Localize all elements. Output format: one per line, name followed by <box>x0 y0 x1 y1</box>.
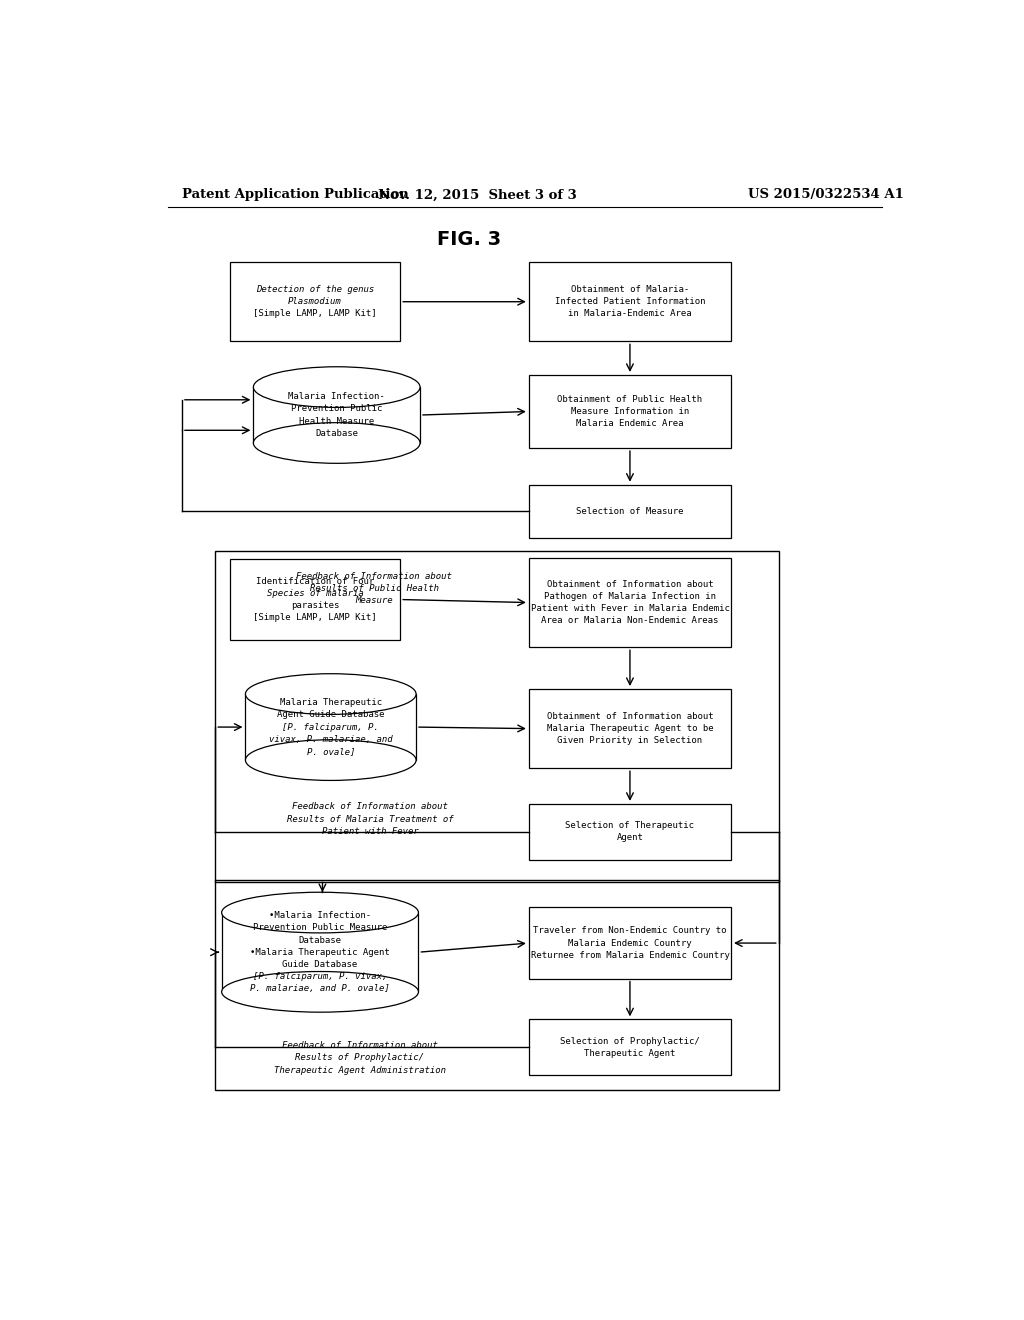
Text: Feedback of Information about: Feedback of Information about <box>292 803 447 812</box>
FancyBboxPatch shape <box>221 912 419 991</box>
Text: Selection of Therapeutic: Selection of Therapeutic <box>565 821 694 830</box>
Text: •Malaria Therapeutic Agent: •Malaria Therapeutic Agent <box>250 948 390 957</box>
Text: Infected Patient Information: Infected Patient Information <box>555 297 706 306</box>
Text: Area or Malaria Non-Endemic Areas: Area or Malaria Non-Endemic Areas <box>542 616 719 626</box>
Text: Guide Database: Guide Database <box>283 960 357 969</box>
Text: Traveler from Non-Endemic Country to: Traveler from Non-Endemic Country to <box>534 927 727 936</box>
Text: Patent Application Publication: Patent Application Publication <box>182 189 409 202</box>
Text: Selection of Measure: Selection of Measure <box>577 507 684 516</box>
Ellipse shape <box>246 673 416 714</box>
Text: Feedback of Information about: Feedback of Information about <box>282 1041 437 1051</box>
Text: Agent: Agent <box>616 833 643 842</box>
Text: US 2015/0322534 A1: US 2015/0322534 A1 <box>749 189 904 202</box>
Text: [Simple LAMP, LAMP Kit]: [Simple LAMP, LAMP Kit] <box>253 614 377 622</box>
Text: in Malaria-Endemic Area: in Malaria-Endemic Area <box>568 309 692 318</box>
FancyBboxPatch shape <box>229 263 400 342</box>
Text: Species of malaria: Species of malaria <box>266 589 364 598</box>
Text: parasites: parasites <box>291 601 339 610</box>
Text: Obtainment of Information about: Obtainment of Information about <box>547 711 714 721</box>
Text: Returnee from Malaria Endemic Country: Returnee from Malaria Endemic Country <box>530 950 729 960</box>
Text: Obtainment of Information about: Obtainment of Information about <box>547 579 714 589</box>
Text: Given Priority in Selection: Given Priority in Selection <box>557 737 702 746</box>
FancyBboxPatch shape <box>528 375 731 447</box>
Text: •Malaria Infection-: •Malaria Infection- <box>269 911 371 920</box>
Text: Malaria Therapeutic: Malaria Therapeutic <box>280 698 382 708</box>
Text: Selection of Prophylactic/: Selection of Prophylactic/ <box>560 1036 699 1045</box>
Text: Agent Guide Database: Agent Guide Database <box>278 710 385 719</box>
Text: P. malariae, and P. ovale]: P. malariae, and P. ovale] <box>250 985 390 993</box>
Text: [Simple LAMP, LAMP Kit]: [Simple LAMP, LAMP Kit] <box>253 309 377 318</box>
Text: Plasmodium: Plasmodium <box>288 297 342 306</box>
Text: Results of Prophylactic/: Results of Prophylactic/ <box>295 1053 424 1063</box>
Text: Therapeutic Agent: Therapeutic Agent <box>585 1049 676 1057</box>
Text: Feedback of Information about: Feedback of Information about <box>296 572 452 581</box>
Text: Pathogen of Malaria Infection in: Pathogen of Malaria Infection in <box>544 591 716 601</box>
Text: Measure Information in: Measure Information in <box>570 407 689 416</box>
FancyBboxPatch shape <box>528 907 731 978</box>
Text: P. ovale]: P. ovale] <box>306 747 355 756</box>
Text: Obtainment of Malaria-: Obtainment of Malaria- <box>570 285 689 294</box>
Text: Malaria Endemic Area: Malaria Endemic Area <box>577 420 684 428</box>
Ellipse shape <box>246 739 416 780</box>
FancyBboxPatch shape <box>528 558 731 647</box>
FancyBboxPatch shape <box>528 804 731 859</box>
Text: Patient with Fever in Malaria Endemic: Patient with Fever in Malaria Endemic <box>530 605 729 614</box>
FancyBboxPatch shape <box>246 694 416 760</box>
Ellipse shape <box>253 367 420 408</box>
Text: Identification of Four: Identification of Four <box>256 577 374 586</box>
FancyBboxPatch shape <box>253 387 420 444</box>
Ellipse shape <box>253 422 420 463</box>
Text: [P. falciparum, P. vivax,: [P. falciparum, P. vivax, <box>253 972 387 981</box>
Text: Health Measure: Health Measure <box>299 417 375 425</box>
Text: vivax, P. malariae, and: vivax, P. malariae, and <box>269 735 392 743</box>
FancyBboxPatch shape <box>528 1019 731 1076</box>
Text: Nov. 12, 2015  Sheet 3 of 3: Nov. 12, 2015 Sheet 3 of 3 <box>378 189 577 202</box>
Text: Malaria Infection-: Malaria Infection- <box>289 392 385 401</box>
Text: Therapeutic Agent Administration: Therapeutic Agent Administration <box>273 1065 445 1074</box>
Text: Results of Public Health: Results of Public Health <box>309 583 438 593</box>
Text: Prevention Public: Prevention Public <box>291 404 382 413</box>
Text: Patient with Fever: Patient with Fever <box>322 826 419 836</box>
Text: Results of Malaria Treatment of: Results of Malaria Treatment of <box>287 814 454 824</box>
FancyBboxPatch shape <box>528 689 731 768</box>
Text: Malaria Endemic Country: Malaria Endemic Country <box>568 939 692 948</box>
FancyBboxPatch shape <box>528 484 731 537</box>
Text: Database: Database <box>299 936 342 945</box>
Text: Measure: Measure <box>355 597 393 605</box>
Text: Detection of the genus: Detection of the genus <box>256 285 374 294</box>
Ellipse shape <box>221 972 419 1012</box>
FancyBboxPatch shape <box>229 558 400 640</box>
Text: Obtainment of Public Health: Obtainment of Public Health <box>557 395 702 404</box>
Text: Prevention Public Measure: Prevention Public Measure <box>253 923 387 932</box>
FancyBboxPatch shape <box>528 263 731 342</box>
Text: [P. falciparum, P.: [P. falciparum, P. <box>283 722 379 731</box>
Ellipse shape <box>221 892 419 933</box>
Text: FIG. 3: FIG. 3 <box>437 230 502 249</box>
Text: Database: Database <box>315 429 358 438</box>
Text: Malaria Therapeutic Agent to be: Malaria Therapeutic Agent to be <box>547 725 714 733</box>
